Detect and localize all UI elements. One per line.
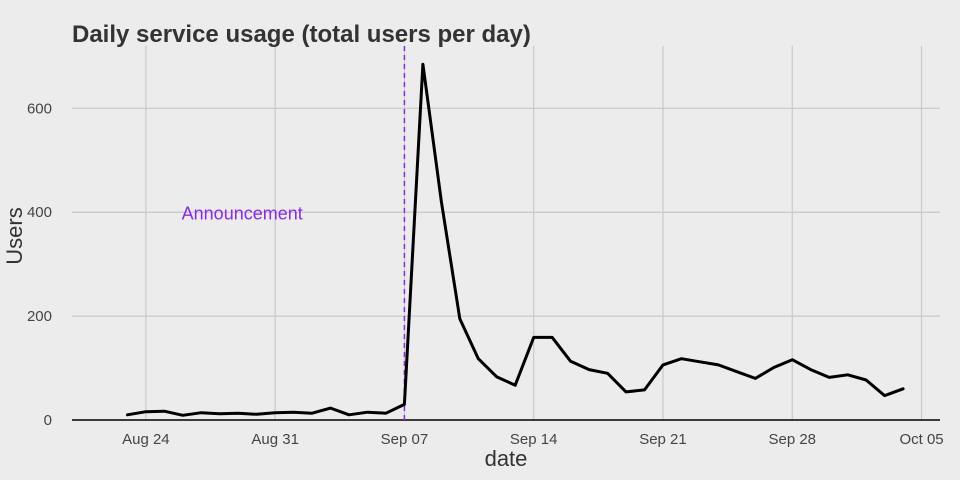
data-point xyxy=(459,317,461,320)
y-tick-label: 600 xyxy=(27,100,52,117)
y-tick-label: 400 xyxy=(27,204,52,221)
data-point xyxy=(292,411,295,414)
data-point xyxy=(588,368,590,371)
x-tick-label: Sep 14 xyxy=(510,431,558,448)
data-point xyxy=(182,414,184,417)
data-point xyxy=(865,379,867,381)
data-point xyxy=(422,63,424,65)
y-tick-label: 0 xyxy=(44,412,52,429)
x-tick-label: Aug 24 xyxy=(122,431,170,448)
data-point xyxy=(736,370,738,373)
data-point xyxy=(754,377,757,380)
data-point xyxy=(883,394,886,397)
data-point xyxy=(274,411,276,414)
data-point xyxy=(699,361,701,363)
data-point xyxy=(828,376,830,379)
x-tick-label: Aug 31 xyxy=(251,431,299,448)
y-tick-label: 200 xyxy=(27,308,52,325)
data-point xyxy=(717,364,720,366)
data-point xyxy=(551,336,553,339)
data-point xyxy=(495,376,498,378)
x-tick-label: Sep 07 xyxy=(381,431,429,448)
data-point xyxy=(218,412,221,415)
data-point xyxy=(514,384,517,386)
data-point xyxy=(902,388,904,390)
data-point xyxy=(329,407,332,409)
data-point xyxy=(126,414,129,416)
data-point xyxy=(311,412,313,415)
x-tick-label: Sep 28 xyxy=(768,431,816,448)
x-tick-label: Sep 21 xyxy=(639,431,687,448)
data-point xyxy=(237,412,240,415)
data-point xyxy=(403,403,406,406)
data-point xyxy=(809,368,812,371)
data-point xyxy=(643,389,646,391)
data-point xyxy=(532,336,535,339)
y-axis-title: Users xyxy=(2,207,27,264)
data-point xyxy=(163,410,166,412)
labels: Aug 24 Aug 31 Sep 07 Sep 14 Sep 21 Sep 28 Oct … xyxy=(27,100,944,448)
data-point xyxy=(625,391,627,393)
data-point xyxy=(772,366,775,369)
data-point xyxy=(791,358,794,361)
data-point xyxy=(569,360,572,363)
data-point xyxy=(385,412,387,415)
data-point xyxy=(846,374,849,376)
data-point xyxy=(477,357,480,360)
annotations: Announcement xyxy=(182,46,406,420)
data-point xyxy=(348,414,350,416)
data-point xyxy=(366,411,369,414)
data-point xyxy=(145,410,147,413)
data-point xyxy=(440,201,443,203)
x-axis-title: date xyxy=(485,446,528,471)
data-point xyxy=(200,411,203,414)
data-point xyxy=(680,357,683,360)
grid xyxy=(72,46,940,420)
series-layer xyxy=(125,62,905,417)
x-tick-label: Oct 05 xyxy=(899,431,943,448)
announcement-label: Announcement xyxy=(182,203,303,223)
data-point xyxy=(606,372,609,375)
chart-title: Daily service usage (total users per day… xyxy=(72,21,531,48)
data-point xyxy=(255,413,258,416)
data-point xyxy=(662,364,664,366)
